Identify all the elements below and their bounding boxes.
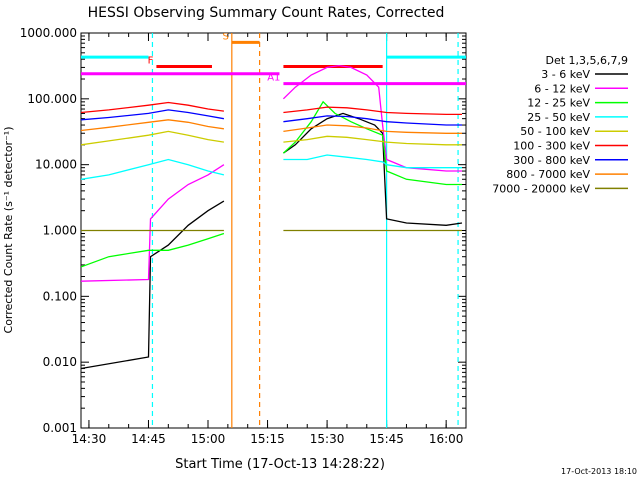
series-line [81,200,225,370]
x-tick-label: 15:45 [369,432,404,446]
y-tick-label: 1.000 [43,224,77,238]
x-tick-label: 16:00 [429,432,464,446]
x-tick-label: 14:30 [72,432,107,446]
series-line [81,232,225,268]
series-line [81,158,225,180]
series-line [81,109,225,121]
x-tick-label: 15:15 [250,432,285,446]
legend-entry-label: 800 - 7000 keV [506,168,590,181]
y-tick-label: 0.010 [43,355,77,369]
legend-entry-label: 300 - 800 keV [513,154,590,167]
x-axis: 14:30 14:45 15:00 15:15 15:30 15:45 16:00 [72,33,467,446]
y-axis-label: Corrected Count Rate (s⁻¹ detector⁻¹) [2,127,15,334]
legend-entry-label: 25 - 50 keV [527,111,590,124]
series-line [283,106,462,116]
series-line [283,115,462,126]
series-line [282,100,462,186]
y-tick-label: 0.001 [43,421,77,435]
flag-label: A0 [65,63,78,74]
flag-label: N [71,46,78,57]
y-tick-label: 100.000 [27,92,77,106]
legend-entry-label: 12 - 25 keV [527,97,590,110]
series-line [283,124,462,134]
footer-date: 17-Oct-2013 18:10 [561,467,637,476]
flag-label: S [222,31,228,42]
flag-label: F [148,55,154,66]
x-axis-label: Start Time (17-Oct-13 14:28:22) [175,457,385,472]
legend-entry-label: 3 - 6 keV [541,68,590,81]
legend-entry-label: 6 - 12 keV [534,82,590,95]
legend-title: Det 1,3,5,6,7,9 [545,54,628,67]
y-tick-label: 10.000 [35,158,77,172]
series-line [81,130,225,146]
series-line [81,119,224,132]
chart-title: HESSI Observing Summary Count Rates, Cor… [88,5,445,21]
flag-label: A1 [267,73,280,84]
series-line [283,112,463,226]
legend-entry-label: 7000 - 20000 keV [492,182,590,195]
x-tick-label: 14:45 [131,432,166,446]
y-tick-label: 1000.000 [20,26,77,40]
series-line [81,101,224,114]
series-line [81,164,225,282]
legend-entry-label: 100 - 300 keV [513,140,590,153]
series-line [283,154,462,169]
x-tick-label: 15:30 [310,432,345,446]
series-line [283,135,462,146]
legend-entry-label: 50 - 100 keV [520,125,590,138]
y-tick-label: 0.100 [43,289,77,303]
x-tick-label: 15:00 [191,432,226,446]
